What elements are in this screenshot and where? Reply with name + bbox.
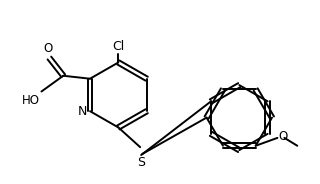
- Text: N: N: [78, 105, 87, 118]
- Text: O: O: [278, 130, 288, 143]
- Text: Cl: Cl: [112, 40, 124, 53]
- Text: O: O: [44, 42, 53, 55]
- Text: HO: HO: [21, 94, 39, 107]
- Text: S: S: [137, 156, 145, 169]
